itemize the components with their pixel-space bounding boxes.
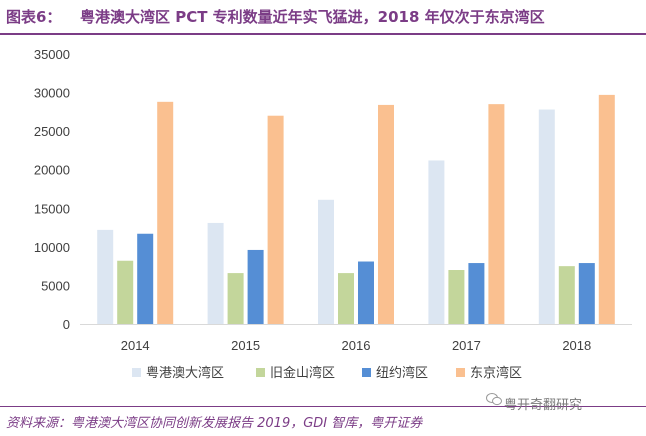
- y-tick-label: 25000: [34, 124, 70, 139]
- legend-swatch: [456, 368, 465, 377]
- bar: [137, 233, 154, 324]
- bars: [97, 94, 615, 325]
- figure-label: 图表6：: [6, 8, 62, 26]
- bar: [578, 263, 595, 324]
- legend-swatch: [256, 368, 265, 377]
- y-tick-label: 35000: [34, 47, 70, 62]
- bar: [157, 101, 174, 324]
- bar: [117, 260, 134, 324]
- bar: [267, 115, 284, 324]
- bar: [207, 222, 224, 324]
- bar: [538, 109, 555, 325]
- bar: [378, 104, 394, 325]
- legend-label: 旧金山湾区: [270, 365, 335, 381]
- figure-title: 粤港澳大湾区 PCT 专利数量近年实飞猛进，2018 年仅次于东京湾区: [80, 8, 545, 26]
- source-note: 资料来源：粤港澳大湾区协同创新发展报告 2019，GDI 智库，粤开证券: [6, 416, 423, 431]
- bar: [358, 261, 374, 324]
- legend-swatch: [362, 368, 371, 377]
- bar: [468, 263, 485, 324]
- bar: [318, 199, 334, 324]
- x-tick-label: 2014: [121, 338, 150, 353]
- bar: [428, 160, 445, 324]
- x-tick-label: 2018: [562, 338, 591, 353]
- figure-title-bar: 图表6： 粤港澳大湾区 PCT 专利数量近年实飞猛进，2018 年仅次于东京湾区: [0, 0, 646, 35]
- x-axis: 2014 2015 2016 2017 2018: [80, 324, 632, 353]
- bar: [227, 273, 244, 324]
- x-tick-label: 2016: [342, 338, 371, 353]
- bar: [97, 229, 114, 324]
- bar: [338, 273, 354, 324]
- title-divider: [0, 33, 646, 35]
- legend-label: 东京湾区: [470, 365, 522, 381]
- legend-label: 纽约湾区: [376, 365, 428, 381]
- y-tick-label: 10000: [34, 240, 70, 255]
- y-tick-label: 5000: [41, 278, 70, 293]
- y-tick-label: 30000: [34, 86, 70, 101]
- y-axis: 0 5000 10000 15000 20000 25000 30000 35000: [34, 47, 70, 332]
- legend-swatch: [132, 368, 141, 377]
- bar-chart: 0 5000 10000 15000 20000 25000 30000 35000 2014…: [34, 47, 632, 381]
- wechat-icon: [486, 393, 502, 406]
- bar: [598, 94, 615, 324]
- source-divider: [0, 406, 646, 407]
- bar: [488, 104, 505, 325]
- y-tick-label: 20000: [34, 163, 70, 178]
- legend-label: 粤港澳大湾区: [146, 365, 224, 381]
- y-tick-label: 15000: [34, 201, 70, 216]
- bar: [448, 270, 465, 324]
- bar: [558, 266, 575, 324]
- y-tick-label: 0: [63, 317, 70, 332]
- bar: [247, 249, 264, 324]
- x-tick-label: 2015: [231, 338, 260, 353]
- x-tick-label: 2017: [452, 338, 481, 353]
- watermark: 粤开奇翻研究: [504, 398, 583, 413]
- legend: 粤港澳大湾区 旧金山湾区 纽约湾区 东京湾区: [132, 365, 522, 381]
